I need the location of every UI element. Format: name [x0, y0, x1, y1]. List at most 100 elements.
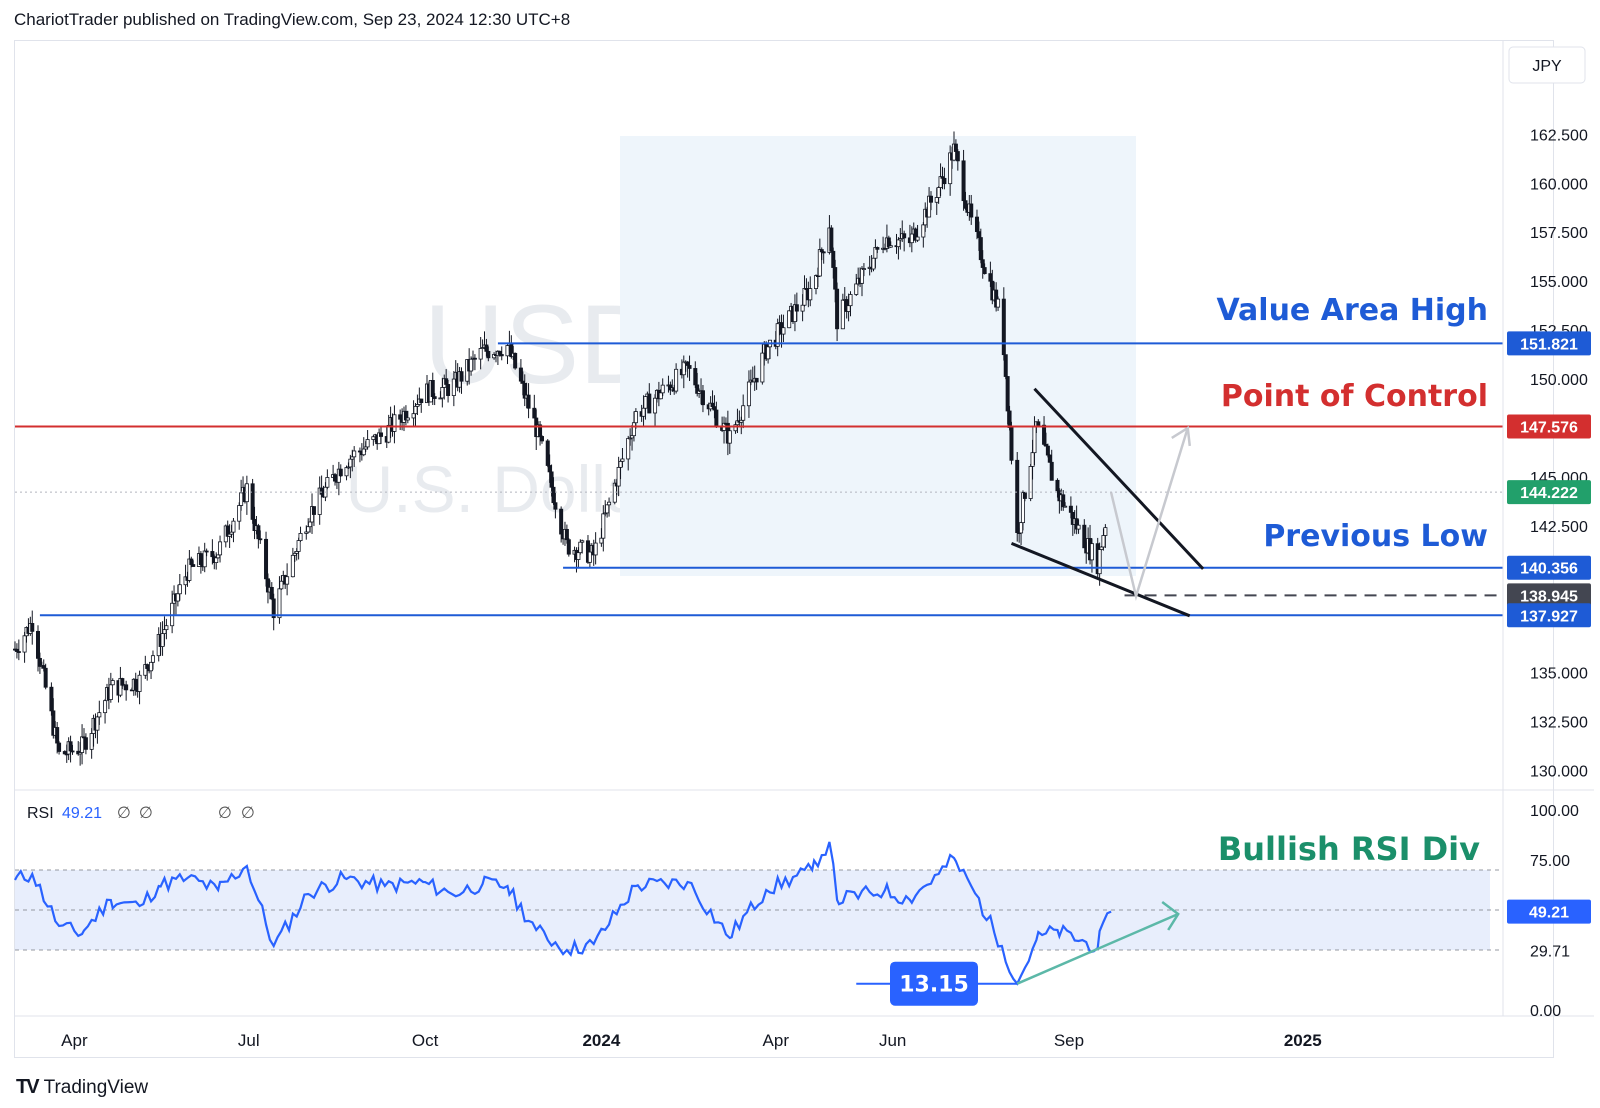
- candle-body: [978, 237, 983, 261]
- rsi-pane: 100.00 75.00 29.71 0.00 49.21 13.15: [14, 803, 1591, 1020]
- candle-body: [576, 552, 581, 560]
- candle-body: [831, 250, 836, 268]
- candle-body: [976, 231, 981, 238]
- candle-body: [1009, 427, 1014, 461]
- candle-body: [687, 365, 692, 369]
- currency-badge-box[interactable]: [1508, 46, 1586, 84]
- candle-body: [963, 200, 968, 209]
- candle-body: [607, 501, 612, 506]
- candle-body: [1001, 298, 1006, 356]
- candle-body: [1032, 426, 1037, 454]
- candle-body: [814, 275, 819, 289]
- wedge-upper-line[interactable]: [1033, 387, 1205, 570]
- currency-badge[interactable]: JPY: [1532, 58, 1562, 75]
- candle-body: [231, 520, 236, 533]
- candle-body: [145, 664, 150, 669]
- candle-body: [800, 304, 805, 312]
- candle-body: [539, 436, 544, 442]
- rsi-low-badge: [890, 961, 978, 1006]
- levels: 151.821 147.576 144.222 140.356 138.945 137.9…: [15, 331, 1591, 628]
- candle-body: [1055, 479, 1060, 492]
- candle-body: [120, 678, 125, 686]
- candle-body: [545, 440, 550, 466]
- candle-body: [308, 521, 313, 528]
- candle-body: [564, 528, 569, 541]
- candle-body: [133, 678, 138, 691]
- candle-body: [513, 352, 518, 369]
- price-badge-label: 151.821: [1520, 336, 1578, 353]
- rsi-line[interactable]: [14, 841, 1112, 986]
- candle-body: [909, 233, 914, 244]
- candle-body: [499, 354, 504, 357]
- candle-body: [1101, 535, 1106, 548]
- candle-body: [325, 477, 330, 488]
- candle-body: [348, 458, 353, 468]
- candle-body: [1028, 465, 1033, 499]
- price-tick-label: 135.000: [1530, 666, 1588, 683]
- candle-body: [566, 539, 571, 555]
- candle-body: [333, 474, 338, 482]
- projection-path[interactable]: [1109, 427, 1189, 601]
- time-tick-label: Sep: [1054, 1031, 1084, 1050]
- candle-body: [605, 504, 610, 514]
- rsi-divergence-arrow[interactable]: [1016, 912, 1179, 985]
- candle-body: [239, 492, 244, 506]
- candle-body: [505, 345, 510, 357]
- candle-body: [296, 540, 301, 552]
- candle-body: [1047, 454, 1052, 463]
- candle-body: [198, 553, 203, 566]
- candle-body: [244, 483, 249, 503]
- chart-frame: [14, 40, 1554, 1058]
- candle-body: [285, 576, 290, 585]
- candle-body: [277, 588, 282, 619]
- candle-body: [214, 557, 219, 564]
- candle-body: [459, 371, 464, 382]
- wedge-lower-line[interactable]: [1010, 542, 1191, 618]
- candle-body: [578, 541, 583, 554]
- candle-body: [108, 684, 113, 700]
- price-badge-label: 137.927: [1520, 608, 1578, 625]
- candle-body: [587, 551, 592, 563]
- candle-body: [413, 405, 418, 415]
- candle-body: [875, 247, 880, 250]
- price-tick-label: 150.000: [1530, 372, 1588, 389]
- candle-body: [189, 558, 194, 565]
- candle-body: [921, 224, 926, 238]
- time-tick-label: Jul: [238, 1031, 260, 1050]
- candle-body: [631, 422, 636, 437]
- tradingview-logo[interactable]: TV TradingView: [16, 1076, 148, 1099]
- candle-body: [802, 288, 807, 306]
- rsi-symbol-2: ∅: [139, 803, 153, 822]
- candle-body: [150, 655, 155, 663]
- price-tick-label: 142.500: [1530, 519, 1588, 536]
- price-badge: [1507, 480, 1591, 505]
- candle-body: [693, 368, 698, 386]
- candle-body: [237, 505, 242, 522]
- candle-body: [618, 460, 623, 468]
- candle-body: [616, 466, 621, 487]
- candle-body: [833, 267, 838, 290]
- candle-body: [902, 233, 907, 239]
- rsi-divergence-arrowhead: [1161, 901, 1180, 931]
- candle-body: [97, 712, 102, 718]
- price-tick-label: 132.500: [1530, 715, 1588, 732]
- rsi-symbol-3: ∅: [218, 803, 232, 822]
- candle-body: [1045, 445, 1050, 456]
- price-tick-label: 155.000: [1530, 274, 1588, 291]
- candle-body: [526, 394, 531, 409]
- candle-body: [580, 540, 585, 543]
- tradingview-brand: TradingView: [43, 1076, 149, 1098]
- candle-body: [953, 143, 958, 152]
- time-tick-label: 2025: [1284, 1031, 1322, 1050]
- candle-body: [469, 358, 474, 372]
- candle-body: [1042, 424, 1047, 445]
- candle-body: [446, 384, 451, 396]
- rsi-tick-label: 100.00: [1530, 803, 1579, 820]
- price-badge-label: 144.222: [1520, 485, 1578, 502]
- candle-body: [980, 259, 985, 268]
- candle-body: [532, 407, 537, 419]
- candle-body: [149, 661, 154, 672]
- candle-body: [392, 414, 397, 432]
- rsi-symbol-4: ∅: [241, 803, 255, 822]
